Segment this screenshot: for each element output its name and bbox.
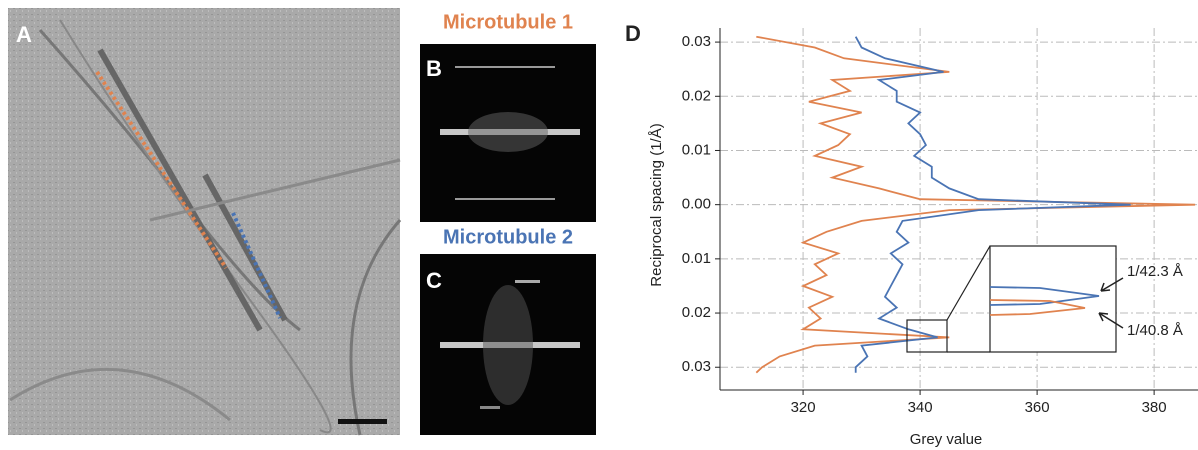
y-axis-label: Reciprocal spacing (1/Å)	[648, 123, 665, 286]
panel-label: C	[426, 268, 442, 293]
y-tick-label: 0.01	[682, 250, 711, 267]
panel-label: A	[16, 22, 32, 47]
x-tick-label: 320	[791, 399, 816, 416]
x-axis-label: Grey value	[910, 431, 983, 448]
panel-label: B	[426, 56, 442, 81]
y-tick-label: 0.01	[682, 141, 711, 158]
fft-c	[420, 254, 596, 435]
annotation: 1/40.8 Å	[1127, 322, 1183, 339]
fft-title: Microtubule 2	[443, 226, 573, 248]
x-tick-label: 380	[1142, 399, 1167, 416]
inset-frame	[989, 245, 1117, 353]
y-tick-label: 0.02	[682, 304, 711, 321]
fft-b	[420, 44, 596, 222]
y-tick-label: 0.03	[682, 358, 711, 375]
inset-line	[989, 286, 1100, 306]
x-tick-label: 360	[1025, 399, 1050, 416]
x-tick-label: 340	[908, 399, 933, 416]
fft-title: Microtubule 1	[443, 11, 573, 33]
annotation: 1/42.3 Å	[1127, 263, 1183, 280]
arrow	[1098, 312, 1124, 329]
y-tick-label: 0.00	[682, 196, 711, 213]
micrograph	[8, 8, 402, 436]
plot: 320 340 360 380 0.03 0.02 0.01 0.00 0.01 0.02 0.03…	[682, 28, 1198, 416]
inset-line	[989, 299, 1086, 316]
data-line	[854, 36, 1131, 373]
panel-label: D	[625, 21, 641, 46]
inset-frame	[946, 245, 991, 321]
y-tick-label: 0.03	[682, 33, 711, 50]
inset-frame	[906, 319, 948, 353]
y-tick-label: 0.02	[682, 87, 711, 104]
arrow	[1100, 277, 1124, 292]
